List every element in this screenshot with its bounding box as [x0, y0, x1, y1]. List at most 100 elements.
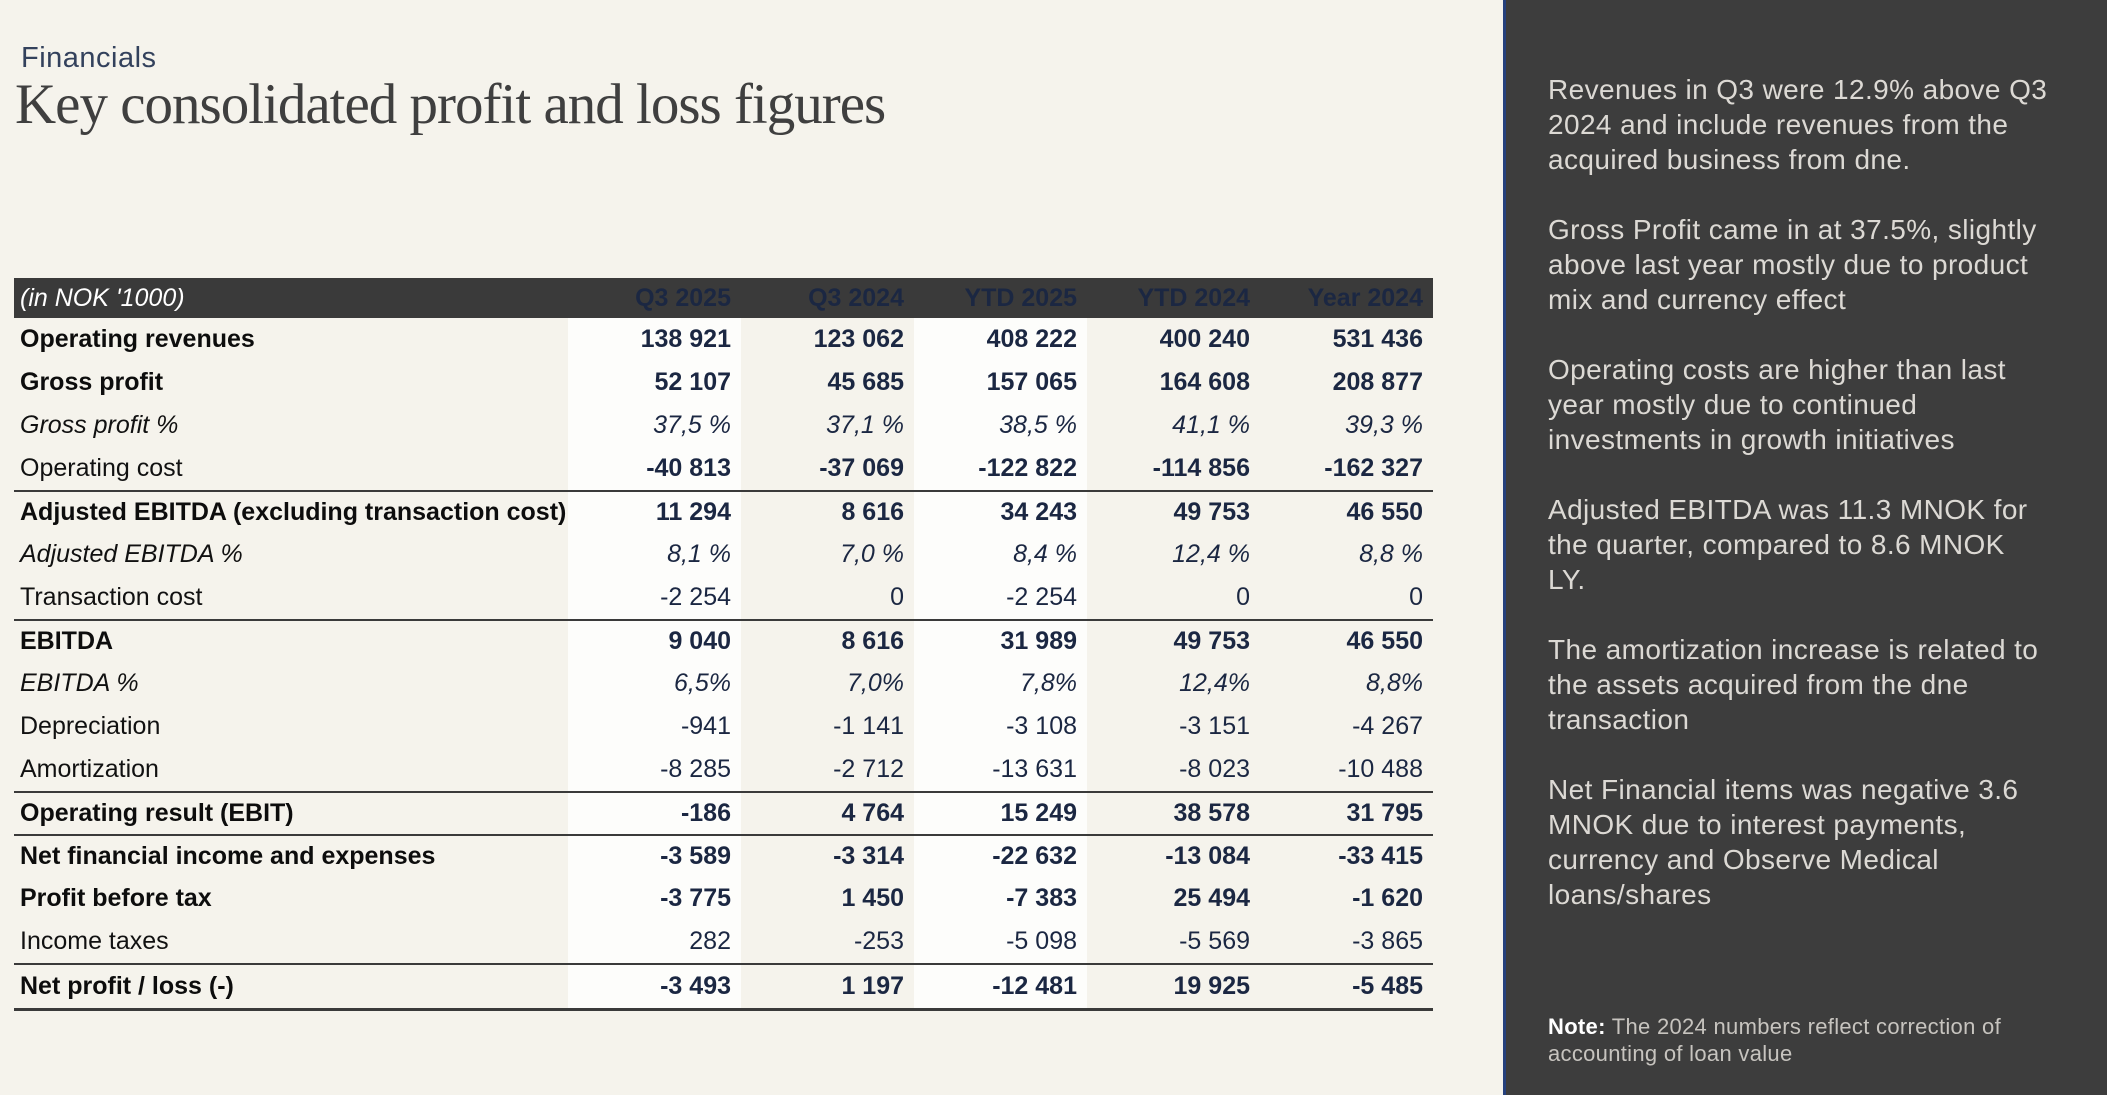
row-label: EBITDA % — [20, 669, 139, 697]
cell-value: -1 141 — [833, 712, 904, 740]
table-row-depreciation: Depreciation -941 -1 141 -3 108 -3 151 -… — [14, 705, 1433, 748]
cell-value: -8 023 — [1179, 755, 1250, 783]
cell-value: 25 494 — [1173, 884, 1250, 912]
cell-value: -2 254 — [914, 576, 1087, 619]
unit-label: (in NOK '1000) — [20, 283, 185, 312]
cell-value: -40 813 — [568, 447, 741, 490]
cell-value: 19 925 — [1173, 972, 1250, 1000]
pnl-table: (in NOK '1000) Q3 2025 Q3 2024 YTD 2025 … — [14, 278, 1433, 1011]
column-header-ytd-2025: YTD 2025 — [964, 283, 1077, 312]
commentary-paragraph-operating-costs: Operating costs are higher than last yea… — [1548, 354, 2006, 455]
cell-value: 31 795 — [1346, 799, 1423, 827]
footnote-text: The 2024 numbers reflect correction of a… — [1548, 1014, 2001, 1066]
cell-value: 408 222 — [914, 318, 1087, 361]
cell-value: 8 616 — [841, 627, 904, 655]
table-row-gross-profit: Gross profit 52 107 45 685 157 065 164 6… — [14, 361, 1433, 404]
column-header-year-2024: Year 2024 — [1307, 283, 1423, 312]
cell-value: 6,5% — [568, 662, 741, 705]
commentary-sidebar: Revenues in Q3 were 12.9% above Q3 2024 … — [1503, 0, 2107, 1095]
cell-value: 8,4 % — [914, 533, 1087, 576]
cell-value: -3 589 — [568, 836, 741, 877]
row-label: Operating revenues — [20, 325, 255, 353]
row-label: Gross profit % — [20, 411, 179, 439]
row-label: Profit before tax — [20, 884, 212, 912]
cell-value: -5 569 — [1179, 927, 1250, 955]
cell-value: -37 069 — [819, 454, 904, 482]
cell-value: 138 921 — [568, 318, 741, 361]
cell-value: -2 254 — [568, 576, 741, 619]
cell-value: 37,1 % — [826, 411, 904, 439]
table-row-adjusted-ebitda-pct: Adjusted EBITDA % 8,1 % 7,0 % 8,4 % 12,4… — [14, 533, 1433, 576]
table-row-adjusted-ebitda: Adjusted EBITDA (excluding transaction c… — [14, 490, 1433, 533]
cell-value: 38 578 — [1173, 799, 1250, 827]
cell-value: 9 040 — [568, 621, 741, 662]
cell-value: 15 249 — [914, 793, 1087, 834]
cell-value: 41,1 % — [1172, 411, 1250, 439]
cell-value: -1 620 — [1352, 884, 1423, 912]
cell-value: 1 450 — [841, 884, 904, 912]
row-label: Operating result (EBIT) — [20, 799, 294, 827]
cell-value: 46 550 — [1346, 627, 1423, 655]
cell-value: 282 — [568, 920, 741, 963]
cell-value: 123 062 — [813, 325, 904, 353]
cell-value: -5 485 — [1352, 972, 1423, 1000]
row-label: Adjusted EBITDA % — [20, 540, 243, 568]
cell-value: 400 240 — [1159, 325, 1250, 353]
cell-value: -253 — [853, 927, 904, 955]
footnote: Note: The 2024 numbers reflect correctio… — [1548, 1013, 2052, 1067]
cell-value: -122 822 — [914, 447, 1087, 490]
row-label: EBITDA — [20, 627, 114, 655]
cell-value: -22 632 — [914, 836, 1087, 877]
table-row-ebitda-pct: EBITDA % 6,5% 7,0% 7,8% 12,4% 8,8% — [14, 662, 1433, 705]
row-label: Net profit / loss (-) — [20, 972, 234, 1000]
row-label: Operating cost — [20, 454, 183, 482]
row-label: Gross profit — [20, 368, 164, 396]
row-label: Income taxes — [20, 927, 169, 955]
cell-value: -8 285 — [568, 748, 741, 791]
cell-value: 0 — [1409, 583, 1423, 611]
cell-value: 34 243 — [914, 492, 1087, 533]
cell-value: -7 383 — [914, 877, 1087, 920]
cell-value: -3 865 — [1352, 927, 1423, 955]
commentary-paragraph-amortization: The amortization increase is related to … — [1548, 634, 2039, 735]
row-label: Net financial income and expenses — [20, 842, 436, 870]
cell-value: 49 753 — [1173, 498, 1250, 526]
table-row-income-taxes: Income taxes 282 -253 -5 098 -5 569 -3 8… — [14, 920, 1433, 963]
table-row-operating-result-ebit: Operating result (EBIT) -186 4 764 15 24… — [14, 791, 1433, 834]
cell-value: -3 314 — [833, 842, 904, 870]
cell-value: 4 764 — [841, 799, 904, 827]
cell-value: 1 197 — [841, 972, 904, 1000]
cell-value: 12,4% — [1179, 669, 1250, 697]
cell-value: 8,8% — [1366, 669, 1423, 697]
table-row-operating-revenues: Operating revenues 138 921 123 062 408 2… — [14, 318, 1433, 361]
cell-value: -5 098 — [914, 920, 1087, 963]
table-row-transaction-cost: Transaction cost -2 254 0 -2 254 0 0 — [14, 576, 1433, 619]
cell-value: 7,0% — [847, 669, 904, 697]
cell-value: -4 267 — [1352, 712, 1423, 740]
cell-value: -114 856 — [1152, 454, 1250, 482]
cell-value: 7,0 % — [840, 540, 904, 568]
cell-value: 208 877 — [1332, 368, 1423, 396]
cell-value: 31 989 — [914, 621, 1087, 662]
cell-value: -33 415 — [1338, 842, 1423, 870]
cell-value: 37,5 % — [568, 404, 741, 447]
cell-value: 0 — [1236, 583, 1250, 611]
slide-main: Financials Key consolidated profit and l… — [14, 42, 1433, 1011]
commentary-paragraph-revenues: Revenues in Q3 were 12.9% above Q3 2024 … — [1548, 74, 2048, 175]
cell-value: 8 616 — [841, 498, 904, 526]
cell-value: 49 753 — [1173, 627, 1250, 655]
table-header-row: (in NOK '1000) Q3 2025 Q3 2024 YTD 2025 … — [14, 278, 1433, 318]
column-header-q3-2024: Q3 2024 — [808, 283, 904, 312]
table-row-net-financial: Net financial income and expenses -3 589… — [14, 834, 1433, 877]
cell-value: -12 481 — [914, 965, 1087, 1008]
cell-value: 8,1 % — [568, 533, 741, 576]
table-row-profit-before-tax: Profit before tax -3 775 1 450 -7 383 25… — [14, 877, 1433, 920]
slide-eyebrow: Financials — [21, 42, 157, 74]
cell-value: 39,3 % — [1345, 411, 1423, 439]
table-row-net-profit: Net profit / loss (-) -3 493 1 197 -12 4… — [14, 963, 1433, 1011]
cell-value: 11 294 — [568, 492, 741, 533]
cell-value: -13 084 — [1165, 842, 1250, 870]
table-row-gross-profit-pct: Gross profit % 37,5 % 37,1 % 38,5 % 41,1… — [14, 404, 1433, 447]
cell-value: -3 151 — [1179, 712, 1250, 740]
commentary-paragraph-adjusted-ebitda: Adjusted EBITDA was 11.3 MNOK for the qu… — [1548, 494, 2028, 595]
